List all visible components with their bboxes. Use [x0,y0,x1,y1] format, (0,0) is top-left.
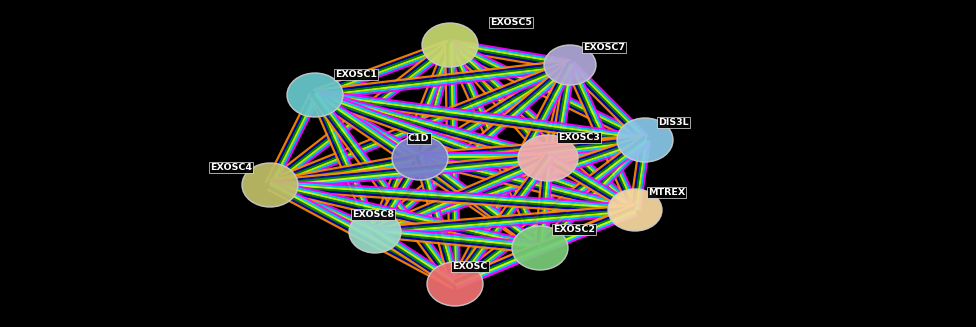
Ellipse shape [427,262,483,306]
Ellipse shape [544,45,596,85]
Ellipse shape [349,211,401,253]
Text: EXOSC8: EXOSC8 [352,210,394,219]
Ellipse shape [512,226,568,270]
Text: EXOSC7: EXOSC7 [583,43,625,52]
Text: C1D: C1D [408,134,429,143]
Ellipse shape [422,23,478,67]
Ellipse shape [608,189,662,231]
Ellipse shape [518,135,578,181]
Text: MTREX: MTREX [648,188,685,197]
Text: EXOSC3: EXOSC3 [558,133,600,142]
Text: EXOSC5: EXOSC5 [490,18,532,27]
Text: EXOSC4: EXOSC4 [210,163,252,172]
Ellipse shape [392,136,448,180]
Text: EXOSC2: EXOSC2 [553,225,595,234]
Text: EXOSC: EXOSC [452,262,487,271]
Text: DIS3L: DIS3L [658,118,689,127]
Ellipse shape [242,163,298,207]
Text: EXOSC1: EXOSC1 [335,70,377,79]
Ellipse shape [287,73,343,117]
Ellipse shape [617,118,673,162]
